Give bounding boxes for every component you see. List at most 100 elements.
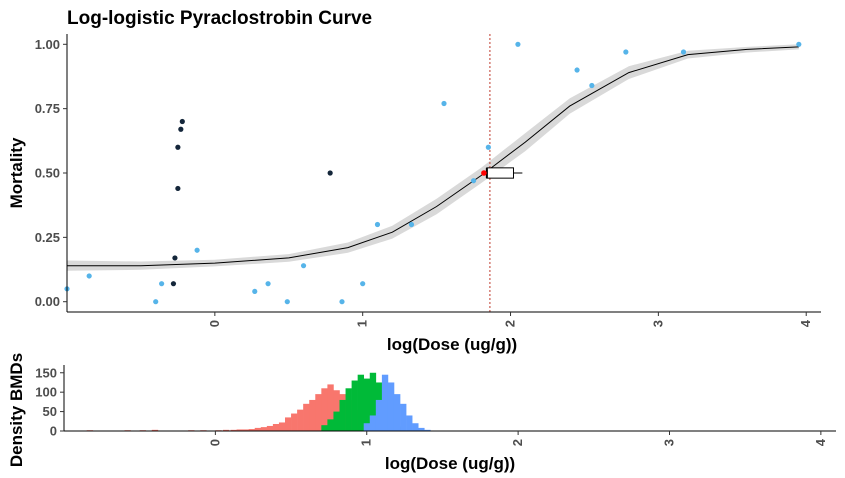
density-bar <box>363 378 371 431</box>
bmd-density-panel: 0 1 2 3 4 0 50 100 150 log(Dose (ug/g)) Density… <box>7 353 836 473</box>
density-bar <box>291 413 298 431</box>
data-point <box>175 144 181 150</box>
density-bar <box>321 425 328 431</box>
density-bar <box>418 427 425 431</box>
density-bar <box>242 429 249 431</box>
bmd-marker-group <box>485 34 523 312</box>
bmd-point <box>481 170 487 176</box>
x-tick-label: 0 <box>207 320 222 327</box>
density-bar <box>297 409 304 431</box>
data-point <box>86 273 92 279</box>
density-bar <box>424 429 431 431</box>
data-point <box>265 281 271 287</box>
density-bar <box>260 427 268 431</box>
density-bar <box>303 403 310 431</box>
density-bar <box>406 415 413 431</box>
density-bar <box>151 429 159 431</box>
x-tick-label: 2 <box>510 439 525 446</box>
density-bar <box>327 384 334 431</box>
confidence-band <box>67 44 799 271</box>
density-bar <box>315 394 322 431</box>
data-point <box>485 144 491 150</box>
density-bar <box>369 415 377 431</box>
density-bar <box>309 399 316 431</box>
y-tick-label: 150 <box>35 365 57 380</box>
density-bar <box>345 388 352 431</box>
x-tick-label: 2 <box>503 320 518 327</box>
data-point <box>374 221 381 228</box>
y-tick-label: 0 <box>50 424 57 439</box>
density-bar <box>351 380 358 431</box>
density-bar <box>333 411 340 431</box>
bmd-interval-box <box>486 167 514 179</box>
data-point <box>796 41 802 47</box>
y-tick-label: 1.00 <box>35 37 60 52</box>
data-point <box>153 299 159 305</box>
density-bar <box>369 372 377 431</box>
bottom-axes <box>63 365 836 432</box>
density-bars <box>86 372 431 431</box>
bottom-y-tick-labels: 0 50 100 150 <box>35 365 64 439</box>
x-tick-label: 3 <box>661 439 676 446</box>
density-bar <box>236 429 243 431</box>
bottom-x-axis-label: log(Dose (ug/g)) <box>385 454 515 473</box>
y-tick-label: 100 <box>35 385 57 400</box>
data-point <box>252 288 258 295</box>
data-point <box>172 255 178 261</box>
data-point <box>441 100 447 107</box>
top-axes <box>66 34 821 313</box>
data-point <box>159 281 165 287</box>
density-bar <box>400 403 407 431</box>
density-bar <box>375 399 383 431</box>
fit-curve-line <box>67 46 799 267</box>
density-bar <box>387 382 395 431</box>
y-tick-label: 0.50 <box>35 166 60 181</box>
top-y-tick-labels: 0.00 0.25 0.50 0.75 1.00 <box>35 37 67 309</box>
y-tick-label: 0.25 <box>35 230 60 245</box>
y-tick-label: 50 <box>43 404 57 419</box>
y-tick-label: 0.75 <box>35 101 60 116</box>
density-bar <box>272 424 280 431</box>
density-bar <box>333 390 340 431</box>
top-y-axis-label: Mortality <box>7 137 26 208</box>
data-point <box>175 185 181 192</box>
confidence-band-area <box>67 44 799 271</box>
density-bar <box>230 429 237 431</box>
bottom-x-tick-labels: 0 1 2 3 4 <box>207 431 828 446</box>
density-bar <box>266 425 274 431</box>
density-bar <box>321 388 328 431</box>
dose-response-panel: 0 1 2 3 4 0.00 0.25 0.50 0.75 1.00 log(Dose (ug/… <box>7 34 821 354</box>
data-point <box>680 49 687 55</box>
density-bar <box>363 423 371 431</box>
density-bar <box>381 374 389 431</box>
data-point <box>327 170 333 176</box>
top-x-axis-label: log(Dose (ug/g)) <box>387 335 517 354</box>
data-point <box>170 281 177 287</box>
data-point <box>339 299 345 305</box>
data-point <box>574 67 580 73</box>
data-point <box>360 281 366 287</box>
density-bar <box>357 374 365 431</box>
density-bar <box>222 429 230 431</box>
density-bar <box>278 422 286 431</box>
density-bar <box>339 399 346 431</box>
x-tick-label: 3 <box>650 320 665 327</box>
data-point <box>284 299 290 305</box>
density-bar <box>248 429 256 431</box>
x-tick-label: 1 <box>359 439 374 446</box>
x-tick-label: 4 <box>798 319 813 327</box>
data-point <box>515 41 521 47</box>
density-bar <box>393 394 401 431</box>
density-bar <box>412 423 419 431</box>
data-point <box>194 247 200 253</box>
chart-title: Log-logistic Pyraclostrobin Curve <box>67 8 372 29</box>
data-point <box>470 178 477 184</box>
density-bar <box>254 427 262 431</box>
x-tick-label: 0 <box>207 439 222 446</box>
data-point <box>589 82 595 89</box>
fit-curve <box>67 46 799 267</box>
x-tick-label: 4 <box>813 438 828 446</box>
density-bar <box>285 417 292 431</box>
observed-points <box>64 41 802 305</box>
